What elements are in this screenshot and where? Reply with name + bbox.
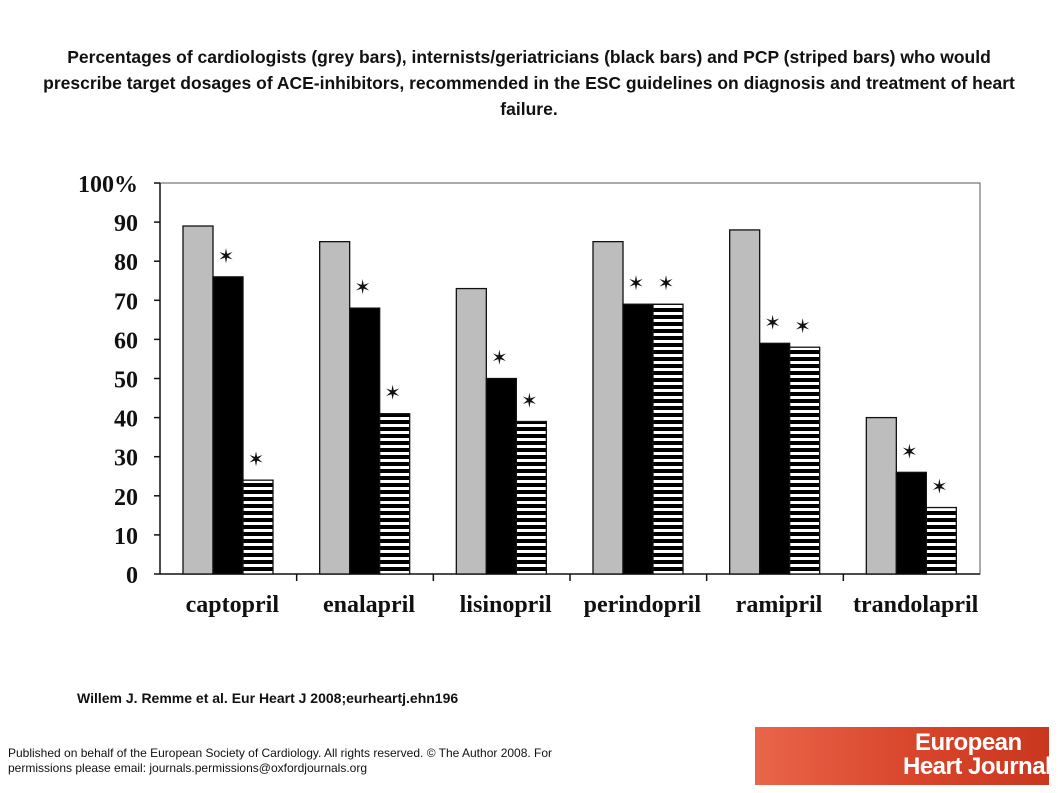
significance-marker: ✶ bbox=[658, 271, 675, 295]
x-tick-label-trandolapril: trandolapril bbox=[853, 592, 979, 618]
significance-marker: ✶ bbox=[901, 439, 918, 463]
significance-marker: ✶ bbox=[491, 346, 508, 370]
y-tick-label: 10 bbox=[114, 524, 138, 550]
significance-marker: ✶ bbox=[628, 271, 645, 295]
logo-line-heart-journal: Heart Journal bbox=[903, 753, 1049, 780]
logo-line-european: European bbox=[915, 729, 1022, 756]
bar-enalapril-black bbox=[349, 307, 381, 575]
significance-marker: ✶ bbox=[354, 275, 371, 299]
y-tick-label: 40 bbox=[114, 407, 138, 433]
significance-markers: ✶ ✶ ✶ ✶ ✶ ✶ ✶ ✶ ✶ ✶ ✶ ✶ bbox=[218, 244, 948, 499]
x-tick-label-captopril: captopril bbox=[186, 592, 280, 618]
significance-marker: ✶ bbox=[931, 475, 948, 499]
bar-enalapril-grey bbox=[319, 240, 351, 575]
y-tick-label: 0 bbox=[126, 563, 138, 589]
y-axis: 0 10 20 30 40 50 60 70 80 90 100% bbox=[78, 172, 160, 589]
bar-ramipril-striped bbox=[789, 346, 821, 575]
x-axis: captopril enalapril lisinopril perindopril r… bbox=[186, 574, 979, 618]
x-tick-label-lisinopril: lisinopril bbox=[460, 592, 552, 618]
citation: Willem J. Remme et al. Eur Heart J 2008;… bbox=[77, 690, 459, 706]
significance-marker: ✶ bbox=[794, 314, 811, 338]
journal-logo: European Heart Journal bbox=[755, 727, 1049, 785]
bar-lisinopril-grey bbox=[455, 287, 487, 575]
significance-marker: ✶ bbox=[521, 389, 538, 413]
significance-marker: ✶ bbox=[384, 381, 401, 405]
bar-perindopril-striped bbox=[652, 303, 684, 575]
significance-marker: ✶ bbox=[764, 310, 781, 334]
y-tick-label: 50 bbox=[114, 368, 138, 394]
copyright-notice: Published on behalf of the European Soci… bbox=[8, 746, 553, 775]
y-tick-label: 60 bbox=[114, 328, 138, 354]
x-tick-label-perindopril: perindopril bbox=[584, 592, 702, 618]
bar-captopril-black bbox=[212, 276, 244, 575]
bar-trandolapril-black bbox=[895, 471, 927, 575]
plot-frame bbox=[159, 182, 981, 575]
y-tick-label: 30 bbox=[114, 446, 138, 472]
bar-captopril-grey bbox=[182, 225, 214, 575]
bar-perindopril-black bbox=[622, 303, 654, 575]
bar-ramipril-black bbox=[759, 342, 791, 575]
page-title: Percentages of cardiologists (grey bars)… bbox=[43, 47, 1015, 119]
y-tick-label: 70 bbox=[114, 289, 138, 315]
bar-perindopril-grey bbox=[592, 240, 624, 575]
x-tick-label-ramipril: ramipril bbox=[736, 592, 823, 618]
bar-captopril-striped bbox=[242, 479, 274, 575]
plot-border bbox=[159, 182, 981, 575]
y-tick-label: 100% bbox=[78, 172, 138, 198]
y-tick-label: 90 bbox=[114, 211, 138, 237]
significance-marker: ✶ bbox=[248, 447, 265, 471]
significance-marker: ✶ bbox=[218, 244, 235, 268]
y-tick-label: 20 bbox=[114, 485, 138, 511]
y-tick-label: 80 bbox=[114, 250, 138, 276]
bar-trandolapril-grey bbox=[865, 416, 897, 575]
bar-ramipril-grey bbox=[729, 229, 761, 575]
bars bbox=[182, 225, 957, 575]
bar-enalapril-striped bbox=[379, 413, 411, 575]
x-tick-label-enalapril: enalapril bbox=[323, 592, 415, 618]
bar-trandolapril-striped bbox=[925, 506, 957, 575]
bar-lisinopril-black bbox=[485, 377, 517, 575]
bar-lisinopril-striped bbox=[515, 420, 547, 575]
